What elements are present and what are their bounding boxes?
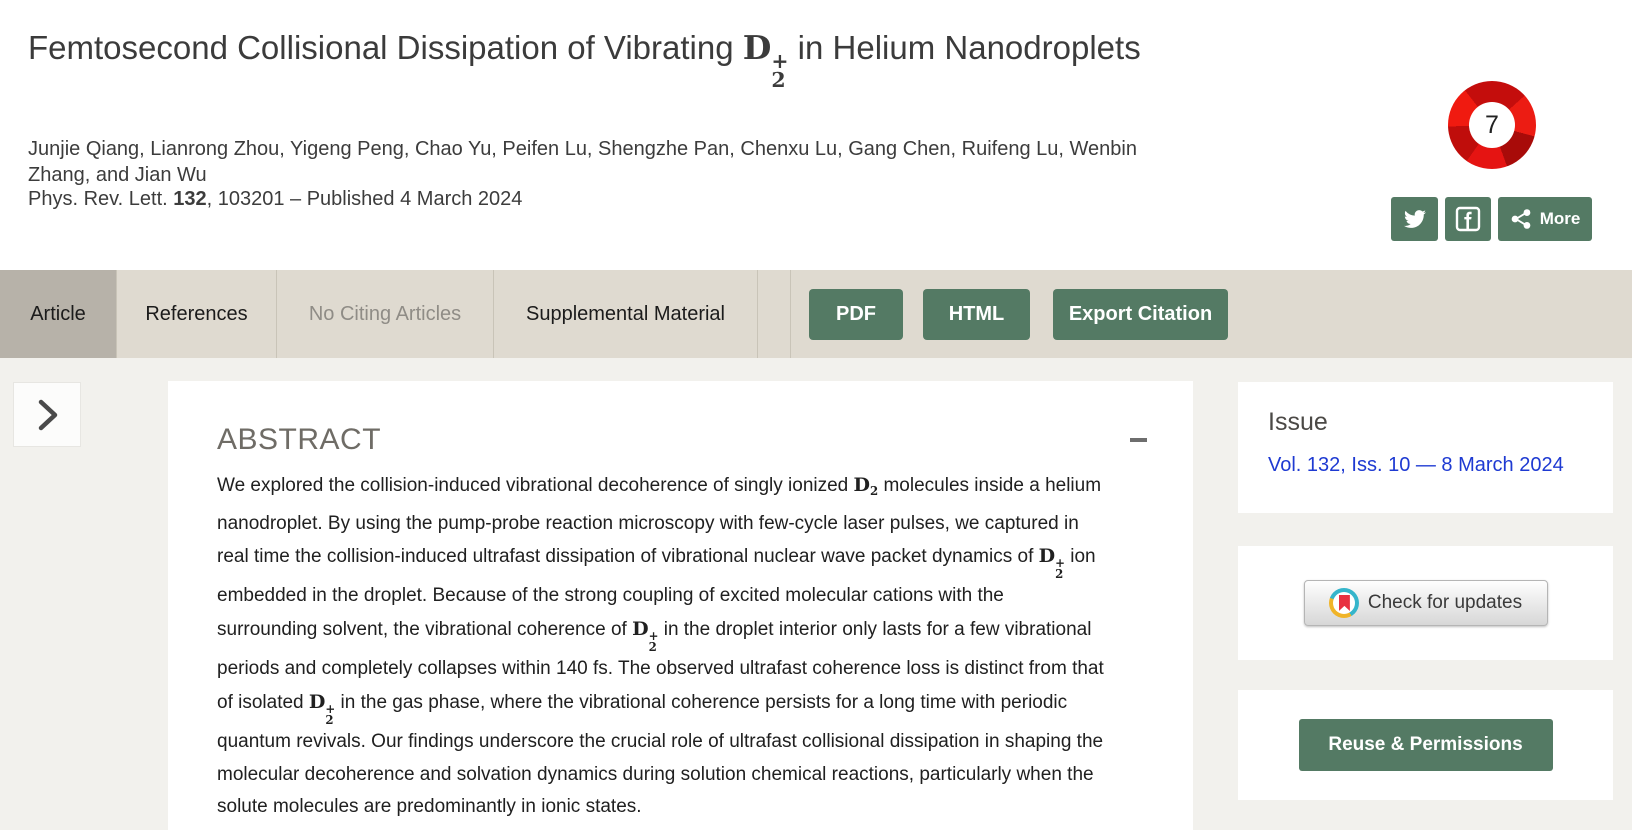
article-header: Femtosecond Collisional Dissipation of V… [0, 0, 1632, 270]
updates-box: Check for updates [1238, 546, 1613, 660]
twitter-button[interactable] [1391, 197, 1438, 241]
reuse-box: Reuse & Permissions [1238, 690, 1613, 800]
chevron-right-icon [38, 399, 58, 430]
altmetric-badge[interactable]: 7 [1448, 81, 1536, 169]
share-buttons: More [1391, 197, 1592, 241]
abstract-heading: ABSTRACT [217, 423, 382, 456]
math-formula: D +2 [1038, 545, 1065, 582]
pdf-button[interactable]: PDF [809, 289, 903, 340]
tab-article[interactable]: Article [0, 270, 117, 358]
page-title: Femtosecond Collisional Dissipation of V… [28, 28, 1141, 92]
math-formula: D +2 [742, 28, 789, 92]
tab-citing-articles: No Citing Articles [277, 270, 494, 358]
issue-box: Issue Vol. 132, Iss. 10 — 8 March 2024 [1238, 382, 1613, 513]
altmetric-count: 7 [1469, 102, 1515, 148]
pub-info: Phys. Rev. Lett. 132, 103201 – Published… [28, 188, 523, 210]
abstract-collapse-button[interactable] [1127, 429, 1149, 451]
export-citation-button[interactable]: Export Citation [1053, 289, 1228, 340]
minus-icon [1129, 438, 1147, 442]
expand-sidebar-button[interactable] [13, 382, 81, 447]
issue-link[interactable]: Vol. 132, Iss. 10 — 8 March 2024 [1268, 454, 1564, 476]
check-updates-label: Check for updates [1367, 592, 1523, 613]
crossmark-ribbon [1338, 595, 1350, 611]
facebook-button[interactable] [1445, 197, 1491, 241]
facebook-icon [1455, 206, 1481, 232]
crossmark-icon [1328, 588, 1359, 618]
share-icon [1511, 209, 1531, 229]
more-button-label: More [1539, 209, 1581, 228]
html-button[interactable]: HTML [923, 289, 1030, 340]
issue-heading: Issue [1268, 408, 1328, 436]
article-tabbar: Article References No Citing Articles Su… [0, 270, 1632, 358]
more-share-button[interactable]: More [1498, 197, 1592, 241]
tab-supplemental-material[interactable]: Supplemental Material [494, 270, 758, 358]
reuse-permissions-button[interactable]: Reuse & Permissions [1298, 719, 1553, 771]
check-updates-button[interactable]: Check for updates [1303, 580, 1548, 626]
math-formula: D2 [853, 474, 879, 499]
math-formula: D +2 [308, 690, 336, 727]
tab-references[interactable]: References [117, 270, 277, 358]
abstract-header: ABSTRACT [217, 423, 1149, 457]
abstract-text: We explored the collision-induced vibrat… [217, 474, 1104, 818]
twitter-icon [1403, 210, 1426, 228]
tabbar-divider [790, 270, 791, 358]
authors-line: Junjie Qiang, Lianrong Zhou, Yigeng Peng… [28, 138, 1137, 186]
math-formula: D +2 [632, 617, 659, 655]
article-panel: ABSTRACT We explored the collision-induc… [168, 381, 1193, 830]
